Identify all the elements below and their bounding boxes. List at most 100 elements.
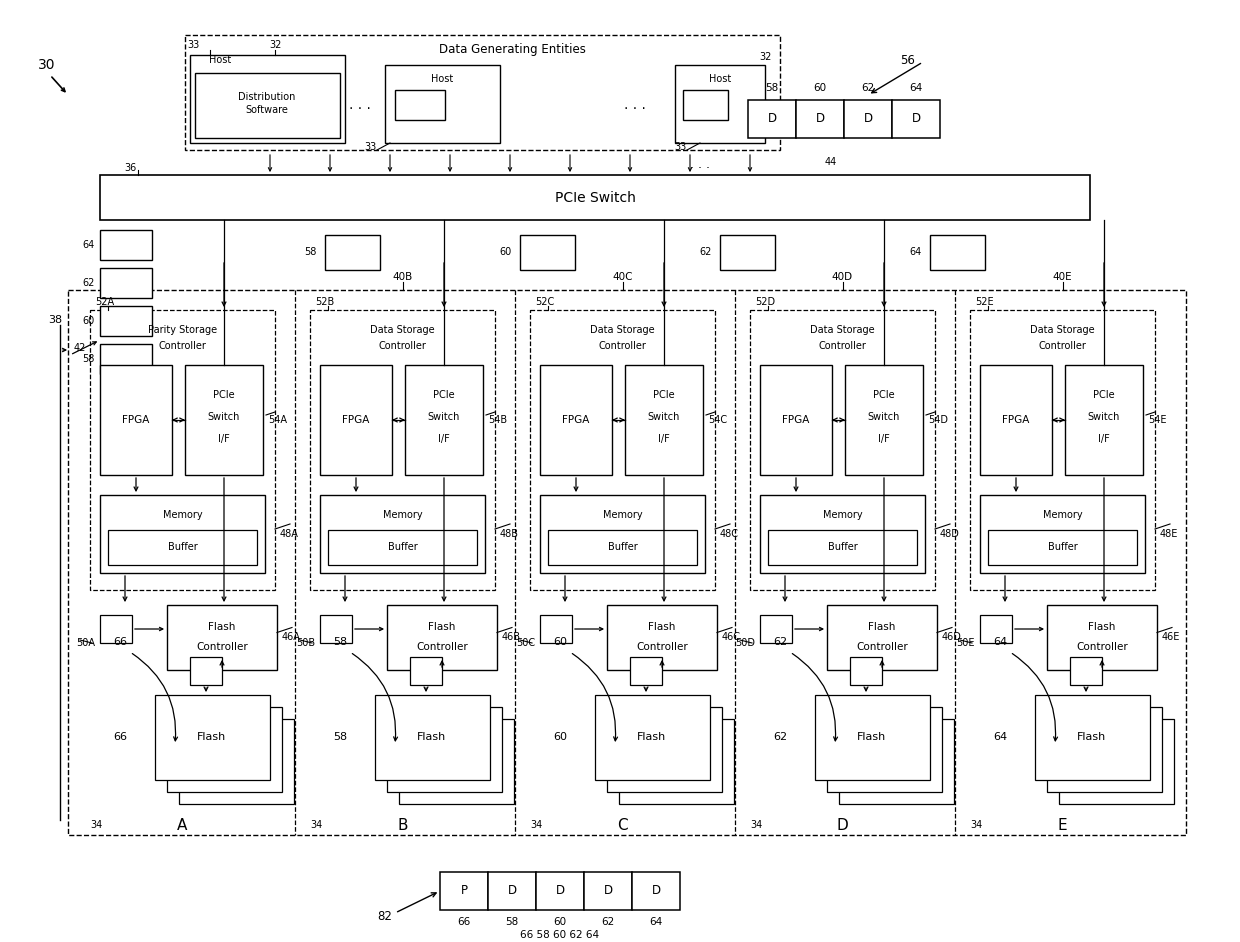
Text: 64: 64 (909, 83, 923, 93)
Bar (683, 90, 728, 120)
Bar (108, 530, 257, 565)
Bar (167, 707, 281, 792)
Bar (1070, 657, 1102, 685)
Bar (1047, 605, 1157, 670)
Bar (100, 615, 131, 643)
Text: 46D: 46D (942, 632, 962, 642)
Text: I/F: I/F (1099, 434, 1110, 444)
Text: Switch: Switch (1087, 412, 1120, 422)
Text: E: E (1058, 818, 1068, 833)
Text: Flash: Flash (197, 732, 227, 742)
Text: I/F: I/F (438, 434, 450, 444)
Text: 48C: 48C (720, 529, 739, 539)
Text: 34: 34 (970, 820, 982, 830)
Text: Flash: Flash (1078, 732, 1106, 742)
Text: D: D (507, 885, 517, 898)
Text: 46E: 46E (1162, 632, 1180, 642)
Text: Parity Storage: Parity Storage (148, 325, 217, 335)
Text: D: D (837, 818, 848, 833)
Text: 46C: 46C (722, 632, 742, 642)
Text: Flash: Flash (868, 622, 895, 632)
Bar (539, 365, 613, 475)
Text: 54E: 54E (1148, 415, 1167, 425)
Bar (608, 605, 717, 670)
Text: 50D: 50D (735, 638, 755, 648)
Text: Memory: Memory (603, 510, 642, 520)
Text: Buffer: Buffer (167, 542, 197, 552)
Text: Data Storage: Data Storage (590, 325, 655, 335)
Text: I/F: I/F (658, 434, 670, 444)
Text: 58: 58 (332, 637, 347, 647)
Text: Memory: Memory (162, 510, 202, 520)
Text: D: D (604, 885, 613, 898)
Text: 34: 34 (91, 820, 102, 830)
Text: 58: 58 (506, 917, 518, 927)
Bar (185, 35, 780, 150)
Bar (548, 530, 697, 565)
Bar (179, 719, 294, 804)
Text: D: D (556, 885, 564, 898)
Text: 66: 66 (113, 732, 126, 742)
Bar (536, 872, 584, 910)
Text: PCIe: PCIe (873, 390, 895, 400)
Text: 52A: 52A (95, 297, 114, 307)
Bar (625, 365, 703, 475)
Bar (675, 65, 765, 143)
Bar (185, 365, 263, 475)
Text: 52B: 52B (315, 297, 335, 307)
Bar (768, 530, 918, 565)
Text: Buffer: Buffer (1048, 542, 1078, 552)
Text: I/F: I/F (878, 434, 890, 444)
Text: PCIe Switch: PCIe Switch (554, 190, 635, 204)
Bar (190, 55, 345, 143)
Bar (930, 235, 985, 270)
Bar (1059, 719, 1174, 804)
Text: 52D: 52D (755, 297, 775, 307)
Text: 58: 58 (83, 354, 95, 364)
Text: PCIe: PCIe (1094, 390, 1115, 400)
Text: Controller: Controller (856, 642, 908, 652)
Text: 54A: 54A (268, 415, 286, 425)
Bar (539, 615, 572, 643)
Text: . . .: . . . (350, 98, 371, 112)
Text: 48D: 48D (940, 529, 960, 539)
Text: Buffer: Buffer (827, 542, 857, 552)
Text: 64: 64 (993, 637, 1007, 647)
Text: 62: 62 (699, 247, 712, 257)
Text: 33: 33 (187, 40, 200, 50)
Bar (155, 695, 270, 780)
Text: Controller: Controller (1076, 642, 1128, 652)
Text: 60: 60 (500, 247, 512, 257)
Bar (1035, 695, 1149, 780)
Text: 42: 42 (74, 343, 87, 353)
Bar (100, 495, 265, 573)
Text: Switch: Switch (647, 412, 681, 422)
Bar (760, 615, 792, 643)
Bar (630, 657, 662, 685)
Bar (100, 175, 1090, 220)
Bar (310, 310, 495, 590)
Bar (100, 365, 172, 475)
Text: Buffer: Buffer (388, 542, 418, 552)
Bar (167, 605, 277, 670)
Bar (325, 235, 379, 270)
Text: 34: 34 (750, 820, 763, 830)
Text: D: D (863, 112, 873, 125)
Bar (796, 100, 844, 138)
Bar (760, 365, 832, 475)
Text: 66 58 60 62 64: 66 58 60 62 64 (521, 930, 600, 940)
Bar (520, 235, 575, 270)
Bar (387, 707, 502, 792)
Bar (608, 707, 722, 792)
Text: P: P (460, 885, 467, 898)
Text: 54C: 54C (708, 415, 727, 425)
Text: 52C: 52C (534, 297, 554, 307)
Bar (529, 310, 715, 590)
Text: 58: 58 (332, 732, 347, 742)
Bar (720, 235, 775, 270)
Text: Data Storage: Data Storage (810, 325, 874, 335)
Text: 62: 62 (773, 732, 787, 742)
Bar (405, 365, 484, 475)
Text: 60: 60 (553, 917, 567, 927)
Text: 54B: 54B (489, 415, 507, 425)
